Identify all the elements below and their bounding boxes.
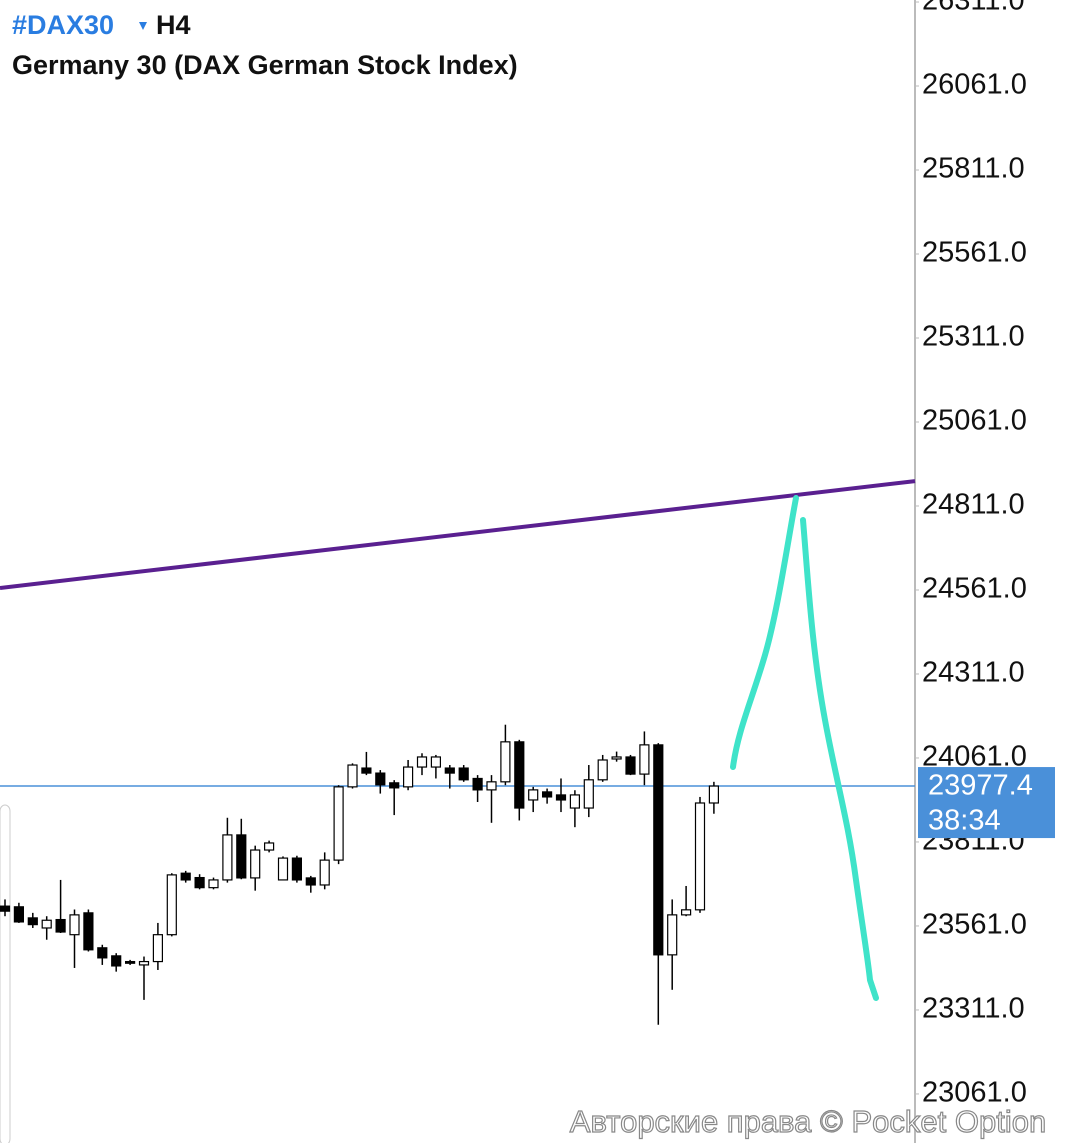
subtitle: Germany 30 (DAX German Stock Index): [12, 50, 518, 80]
side-panel-edge: [0, 804, 11, 1143]
candle-body: [208, 879, 219, 889]
y-tick-label: 23561.0: [922, 909, 1027, 941]
candle-body: [166, 874, 177, 936]
timeframe[interactable]: H4: [156, 10, 191, 40]
candle-body: [583, 779, 594, 809]
candle-body: [83, 912, 94, 951]
countdown: 38:34: [928, 805, 1001, 837]
y-tick-label: 23311.0: [922, 993, 1025, 1025]
candle-body: [222, 834, 233, 881]
candle-body: [13, 906, 24, 923]
plot: 23061.023311.023561.023811.024061.024311…: [0, 0, 1027, 1109]
y-tick-label: 26061.0: [922, 69, 1027, 101]
candle-body: [333, 786, 344, 861]
candle-body: [444, 767, 455, 774]
candle-body: [389, 782, 400, 789]
last-price-label: 23977.4: [928, 770, 1033, 802]
candle-body: [361, 767, 372, 774]
candle-body: [291, 857, 302, 881]
candle-body: [708, 785, 720, 804]
candle-body: [0, 905, 11, 912]
candle-body: [653, 744, 664, 956]
trendline: [0, 479, 916, 590]
candle-body: [264, 842, 275, 851]
candle-body: [97, 947, 108, 959]
hand-drawn-projection: [730, 495, 879, 1001]
candle-body: [138, 960, 150, 966]
candle-body: [555, 794, 567, 801]
candle-body: [680, 909, 692, 916]
candle-body: [319, 859, 330, 886]
candle-body: [111, 955, 122, 967]
y-tick-label: 24811.0: [922, 489, 1025, 521]
candle-body: [124, 960, 136, 964]
candle-body: [486, 781, 497, 791]
y-tick-label: 25061.0: [922, 405, 1027, 437]
candle-body: [69, 914, 80, 936]
y-tick-label: 24561.0: [922, 573, 1027, 605]
y-tick-label: 25811.0: [922, 153, 1025, 185]
candle-body: [375, 772, 386, 786]
candle-body: [347, 764, 358, 788]
candle-body: [430, 756, 441, 768]
candle-body: [236, 834, 247, 879]
candle-body: [194, 876, 205, 889]
candle-body: [694, 802, 706, 911]
candle-body: [472, 777, 483, 791]
candle-body: [277, 857, 289, 881]
candle-body: [27, 917, 38, 926]
candle-body: [458, 767, 469, 781]
candle-body: [180, 872, 191, 881]
y-tick-label: 25311.0: [922, 321, 1025, 353]
candle-body: [514, 741, 525, 809]
candle-body: [528, 789, 539, 801]
candle-body: [667, 914, 678, 956]
symbol[interactable]: #DAX30: [12, 10, 114, 40]
candle-body: [152, 934, 163, 963]
candle-body: [500, 741, 511, 783]
watermark: Авторские права © Pocket Option: [570, 1104, 1046, 1139]
y-tick-label: 26311.0: [922, 0, 1025, 17]
candle-body: [41, 919, 52, 929]
candle-body: [416, 756, 428, 768]
dropdown-icon[interactable]: [139, 22, 147, 30]
candle-body: [403, 766, 414, 788]
y-tick-label: 23061.0: [922, 1077, 1027, 1109]
candle-body: [597, 759, 608, 781]
candle-body: [611, 756, 622, 760]
candle-body: [569, 794, 581, 809]
candle-body: [55, 918, 66, 933]
last-price-box: [918, 767, 1055, 839]
candle-body: [639, 744, 650, 775]
candle-body: [250, 849, 261, 879]
candle-body: [541, 791, 553, 798]
candle-body: [625, 756, 636, 775]
y-tick-label: 25561.0: [922, 237, 1027, 269]
y-tick-label: 24311.0: [922, 657, 1025, 689]
candle-body: [305, 877, 316, 886]
